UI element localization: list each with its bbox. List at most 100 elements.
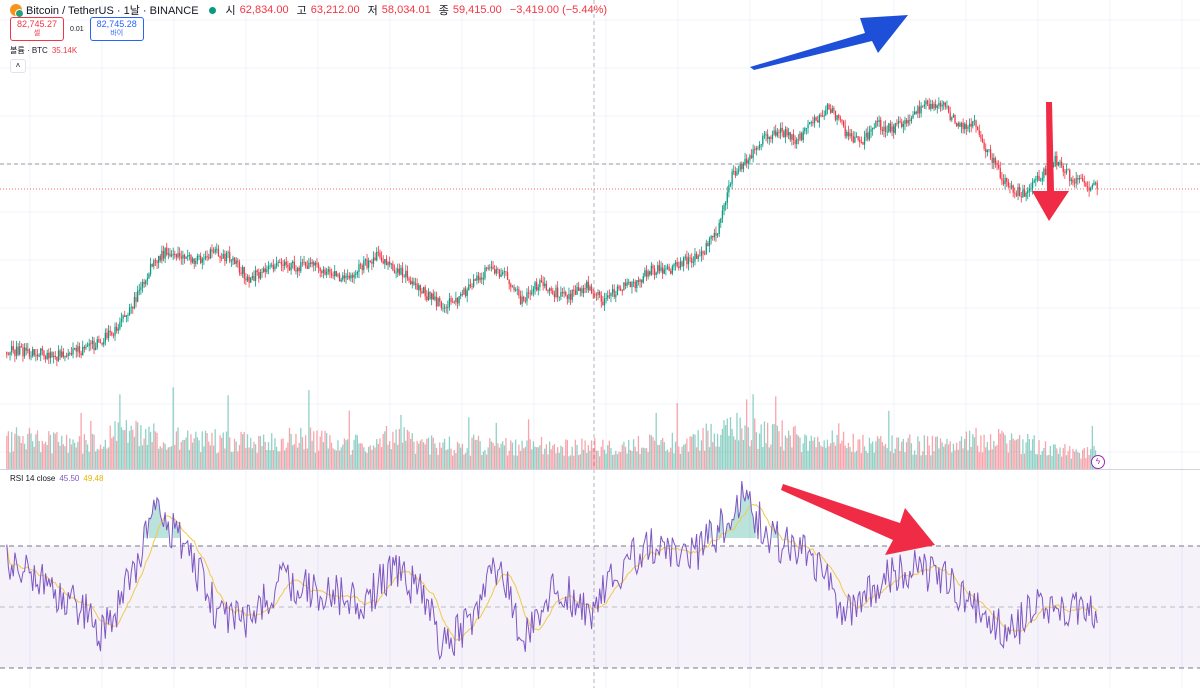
volume-bar — [1073, 451, 1076, 469]
volume-bar — [83, 434, 85, 469]
candle-body — [82, 346, 84, 356]
candlestick-series — [6, 97, 1098, 367]
blue-arrow-annotation[interactable] — [750, 15, 908, 70]
volume-bar — [608, 440, 610, 469]
volume-bar — [618, 451, 620, 469]
candle-body — [277, 262, 279, 263]
candle-body — [531, 291, 533, 295]
candle-body — [1077, 178, 1079, 180]
volume-bar — [629, 450, 631, 469]
candle-body — [460, 294, 462, 297]
candle-body — [1001, 178, 1003, 181]
volume-bar — [797, 435, 799, 469]
volume-bar — [870, 443, 872, 469]
candle-body — [432, 293, 434, 300]
candle-body — [479, 277, 481, 281]
candle-body — [910, 118, 913, 122]
volume-bar — [1054, 444, 1056, 469]
candle-body — [810, 122, 812, 123]
rsi-legend[interactable]: RSI 14 close 45.50 49.48 — [10, 474, 103, 483]
candle-body — [107, 330, 110, 339]
candle-body — [23, 347, 26, 357]
candle-body — [705, 243, 707, 254]
candle-body — [967, 126, 969, 129]
volume-bar — [977, 445, 979, 469]
volume-bar — [1062, 448, 1064, 469]
volume-bar — [750, 440, 753, 469]
candle-body — [796, 139, 798, 145]
volume-bar — [1040, 454, 1042, 469]
candle-body — [970, 123, 972, 127]
volume-bar — [78, 436, 81, 469]
candle-body — [225, 253, 228, 262]
candle-body — [301, 262, 304, 264]
candle-body — [544, 283, 546, 286]
candle-body — [1085, 182, 1087, 187]
candle-body — [374, 257, 376, 261]
candle-body — [263, 268, 265, 273]
candle-body — [1023, 189, 1026, 197]
volume-bar — [639, 453, 641, 469]
open-label: 시 — [225, 5, 236, 17]
red-arrow-right-annotation[interactable] — [781, 484, 935, 555]
volume-bar — [1088, 454, 1090, 469]
volume-bar — [464, 453, 467, 469]
lightning-icon[interactable]: ϟ — [1091, 455, 1105, 469]
volume-bar — [552, 445, 554, 469]
candle-body — [116, 326, 118, 331]
volume-bar — [723, 420, 725, 469]
volume-bar — [224, 448, 226, 469]
candle-body — [15, 346, 18, 356]
candle-body — [947, 106, 950, 113]
candle-body — [450, 298, 452, 302]
volume-bar — [212, 445, 215, 469]
volume-bar — [474, 439, 476, 469]
volume-bar — [791, 447, 793, 469]
candle-body — [1022, 189, 1024, 198]
volume-bar — [1046, 455, 1048, 469]
candle-body — [506, 272, 509, 280]
candle-body — [337, 274, 339, 276]
volume-bar — [1057, 453, 1060, 469]
volume-bar — [998, 428, 1000, 469]
volume-bar — [296, 447, 299, 469]
candle-body — [610, 292, 612, 297]
candle-body — [800, 133, 803, 141]
volume-bar — [710, 423, 712, 469]
candle-body — [33, 349, 35, 356]
volume-bar — [164, 443, 166, 469]
candle-body — [1025, 192, 1027, 197]
candle-body — [569, 293, 572, 300]
volume-bar — [119, 394, 121, 469]
red-arrow-down-annotation[interactable] — [1032, 102, 1069, 221]
volume-bar — [537, 447, 539, 469]
candle-body — [789, 132, 791, 140]
candle-body — [505, 271, 507, 273]
candle-body — [846, 132, 848, 137]
volume-bar — [532, 441, 535, 469]
volume-bar — [190, 434, 192, 469]
candle-body — [127, 315, 129, 316]
volume-bar — [159, 446, 161, 469]
collapse-legend-button[interactable]: ˄ — [10, 59, 26, 73]
candle-body — [342, 275, 344, 280]
candle-body — [48, 352, 50, 359]
buy-button[interactable]: 82,745.28 바이 — [89, 17, 144, 41]
volume-bar — [49, 434, 52, 469]
sell-button[interactable]: 82,745.27 셀 — [10, 17, 65, 41]
volume-bar — [768, 447, 770, 469]
candle-body — [907, 120, 909, 124]
candle-body — [523, 296, 525, 301]
candle-body — [19, 346, 21, 355]
volume-bar — [762, 447, 764, 469]
volume-bar — [933, 451, 935, 469]
candle-body — [204, 256, 207, 259]
volume-bar — [579, 454, 581, 469]
symbol-title[interactable]: Bitcoin / TetherUS · 1날 · BINANCE — [26, 5, 199, 17]
volume-legend[interactable]: 볼륨 · BTC 35.14K — [10, 45, 77, 56]
volume-bar — [279, 451, 281, 469]
volume-bar — [794, 425, 796, 469]
candle-body — [653, 268, 656, 275]
candle-body — [477, 275, 480, 281]
